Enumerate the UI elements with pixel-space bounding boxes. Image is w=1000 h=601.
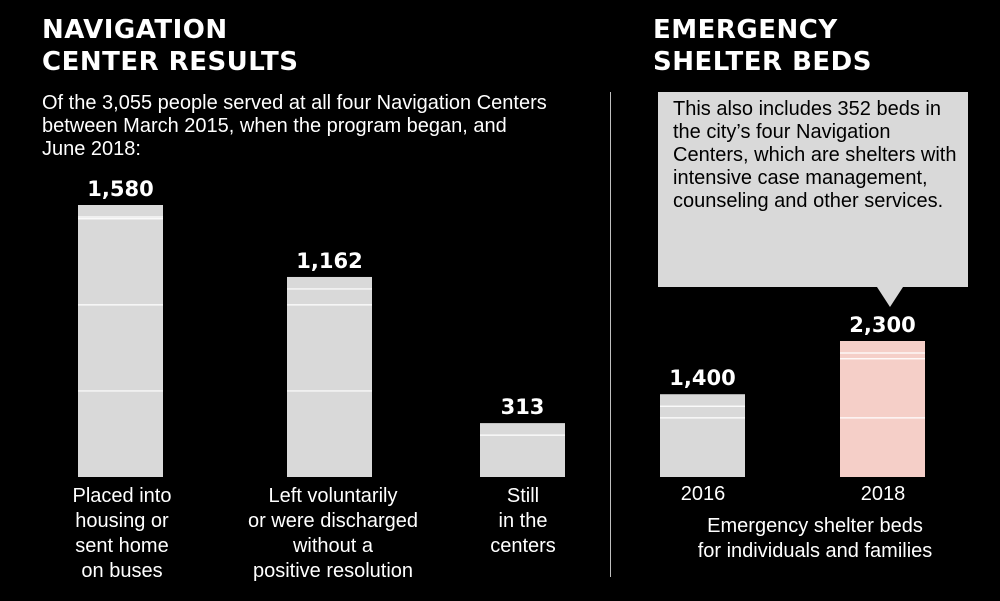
- category-label-still-in-centers: Still in the centers: [490, 485, 556, 557]
- category-label-2018: 2018: [860, 483, 906, 505]
- value-label: 2,300: [849, 313, 915, 337]
- bar-1-0: [660, 394, 745, 477]
- category-label-placed-housing: Placed into housing or sent home on buse…: [72, 485, 172, 582]
- value-label: 1,580: [87, 177, 153, 201]
- bar-0-2: [480, 423, 565, 477]
- left-panel-subtitle: Of the 3,055 people served at all four N…: [42, 92, 547, 160]
- callout-box: This also includes 352 beds in the city’…: [658, 92, 968, 287]
- callout-text: This also includes 352 beds in the city’…: [673, 98, 957, 212]
- bar-1-1: [840, 341, 925, 477]
- bar-0-1: [287, 276, 372, 477]
- left-panel-title: NAVIGATION CENTER RESULTS: [42, 15, 299, 77]
- right-chart-xlabel: Emergency shelter beds for individuals a…: [697, 515, 933, 562]
- callout-pointer: [877, 287, 903, 307]
- category-label-left-voluntarily: Left voluntarily or were discharged with…: [247, 485, 419, 582]
- value-label: 313: [501, 395, 545, 419]
- category-label-2016: 2016: [680, 483, 726, 505]
- value-label: 1,162: [296, 249, 362, 273]
- bar-0-0: [78, 205, 163, 477]
- right-panel-title: EMERGENCY SHELTER BEDS: [653, 15, 872, 77]
- panel-divider: [610, 92, 611, 577]
- value-label: 1,400: [669, 366, 735, 390]
